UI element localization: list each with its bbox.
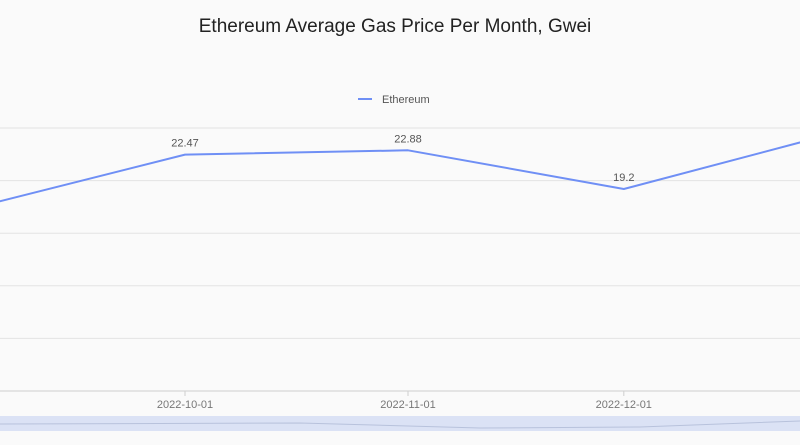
x-tick-label: 2022-12-01 [596,399,652,411]
data-label: 22.88 [394,133,422,145]
data-label: 22.47 [171,138,199,150]
x-tick-label: 2022-11-01 [380,399,435,411]
x-axis: 2022-10-01 2022-11-01 2022-12-01 [157,391,652,411]
chart-title: Ethereum Average Gas Price Per Month, Gw… [199,16,592,37]
series: 22.47 22.88 19.2 [0,133,800,203]
legend-label: Ethereum [382,94,430,106]
legend[interactable]: Ethereum [358,94,430,106]
data-label: 19.2 [613,172,634,184]
zoom-slider-preview-line [0,420,800,429]
x-tick-label: 2022-10-01 [157,399,213,411]
grid [0,127,800,392]
